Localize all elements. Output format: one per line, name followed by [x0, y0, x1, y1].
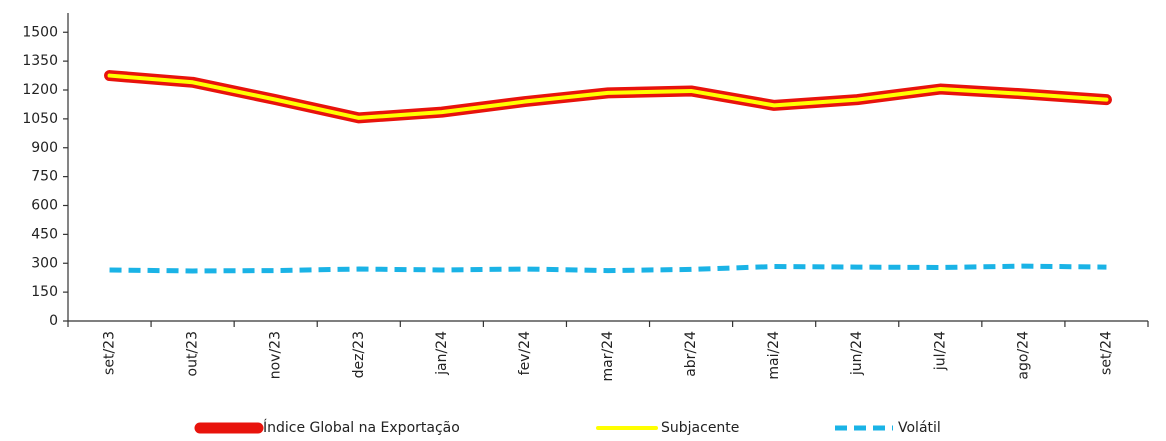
x-tick-label: nov/23 [268, 331, 284, 379]
legend-label: Subjacente [661, 420, 739, 436]
x-tick-label: fev/24 [517, 331, 533, 375]
series-line [109, 263, 1107, 274]
y-tick-label: 900 [31, 140, 58, 156]
y-tick-label: 1500 [22, 24, 58, 40]
x-tick-label: set/23 [102, 331, 118, 375]
y-tick-label: 150 [31, 284, 58, 300]
x-tick-label: jul/24 [932, 331, 948, 371]
y-tick-label: 600 [31, 198, 58, 214]
y-tick-label: 1350 [22, 53, 58, 69]
x-tick-label: jan/24 [434, 331, 450, 376]
y-tick-label: 450 [31, 226, 58, 242]
series-line [107, 73, 1109, 120]
x-tick-label: abr/24 [683, 331, 699, 377]
x-tick-label: jun/24 [849, 331, 865, 376]
x-tick-label: mai/24 [766, 331, 782, 380]
x-tick-label: dez/23 [351, 331, 367, 378]
x-tick-label: mar/24 [600, 331, 616, 382]
x-tick-label: out/23 [185, 331, 201, 376]
y-tick-label: 1050 [22, 111, 58, 127]
legend-label: Volátil [898, 420, 941, 436]
y-tick-label: 300 [31, 255, 58, 271]
x-tick-label: set/24 [1098, 331, 1114, 375]
legend-label: Índice Global na Exportação [263, 419, 460, 436]
x-tick-label: ago/24 [1015, 331, 1031, 380]
y-tick-label: 0 [49, 313, 58, 329]
y-tick-label: 750 [31, 169, 58, 185]
y-tick-label: 1200 [22, 82, 58, 98]
